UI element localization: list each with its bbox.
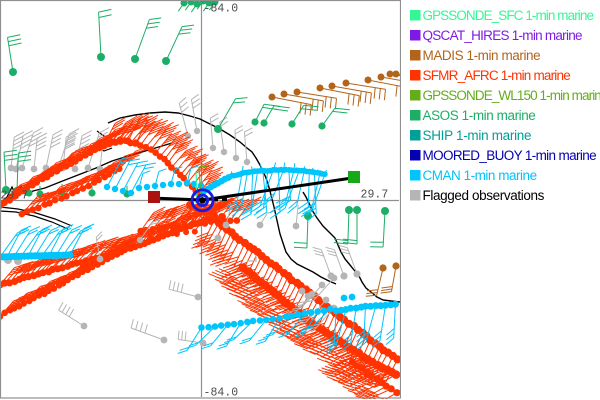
- svg-text:GPSSONDE_WL150 1-min marine: GPSSONDE_WL150 1-min marine: [423, 88, 600, 103]
- svg-text:SHIP 1-min marine: SHIP 1-min marine: [423, 128, 532, 143]
- svg-text:29.7: 29.7: [1, 190, 29, 203]
- svg-text:GPSSONDE_SFC 1-min marine: GPSSONDE_SFC 1-min marine: [423, 8, 594, 23]
- svg-text:-84.0: -84.0: [204, 3, 239, 16]
- svg-text:SFMR_AFRC 1-min marine: SFMR_AFRC 1-min marine: [423, 68, 571, 83]
- svg-text:QSCAT_HIRES 1-min marine: QSCAT_HIRES 1-min marine: [423, 28, 582, 43]
- svg-text:MADIS 1-min marine: MADIS 1-min marine: [423, 48, 541, 63]
- svg-text:Flagged observations: Flagged observations: [423, 188, 545, 203]
- svg-text:29.7: 29.7: [361, 189, 389, 202]
- svg-text:MOORED_BUOY 1-min marine: MOORED_BUOY 1-min marine: [423, 148, 597, 163]
- svg-text:-84.0: -84.0: [204, 387, 239, 400]
- svg-text:CMAN 1-min marine: CMAN 1-min marine: [423, 168, 537, 183]
- svg-text:ASOS 1-min marine: ASOS 1-min marine: [423, 108, 536, 123]
